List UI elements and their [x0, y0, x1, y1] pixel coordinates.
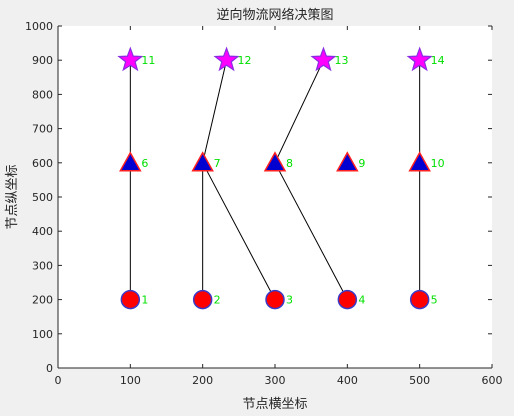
node-9-marker: [336, 151, 359, 172]
x-tick-label: 0: [55, 374, 62, 387]
y-tick-label: 200: [32, 294, 53, 307]
link-8-13: [274, 59, 324, 164]
node-12-label: 12: [238, 54, 252, 67]
y-tick-label: 800: [32, 88, 53, 101]
y-tick-label: 700: [32, 123, 53, 136]
node-11-label: 11: [141, 54, 155, 67]
node-6-marker: [119, 151, 142, 172]
x-axis-title: 节点横坐标: [242, 397, 307, 412]
chart-title: 逆向物流网络决策图: [216, 7, 333, 23]
node-10-marker: [408, 151, 431, 172]
node-11-marker: [117, 46, 144, 72]
node-13-label: 13: [334, 54, 348, 67]
y-ticks: 0 100 200 300 400 500 600 700 800 900 1000: [25, 20, 492, 375]
node-9-label: 9: [358, 157, 365, 170]
x-tick-label: 600: [482, 374, 503, 387]
x-tick-label: 100: [120, 374, 141, 387]
node-6-label: 6: [141, 157, 148, 170]
y-axis-title: 节点纵坐标: [5, 164, 20, 229]
y-tick-label: 400: [32, 225, 53, 238]
node-4-label: 4: [358, 294, 365, 307]
x-tick-label: 200: [192, 374, 213, 387]
x-tick-label: 500: [409, 374, 430, 387]
node-4-marker: [337, 289, 358, 310]
plot-area: [58, 26, 492, 368]
y-tick-label: 600: [32, 157, 53, 170]
node-7-label: 7: [214, 157, 221, 170]
node-5-marker: [409, 289, 430, 310]
node-8-label: 8: [286, 157, 293, 170]
link-7-12: [202, 60, 228, 163]
y-tick-label: 300: [32, 259, 53, 272]
node-1-label: 1: [141, 294, 148, 307]
link-3-7: [202, 162, 276, 300]
node-8-marker: [263, 151, 287, 172]
node-14-label: 14: [431, 54, 445, 67]
x-tick-label: 400: [337, 374, 358, 387]
node-12-marker: [213, 46, 240, 72]
y-tick-label: 1000: [25, 20, 53, 33]
x-ticks: 0 100 200 300 400 500 600: [55, 26, 503, 387]
node-14-marker: [406, 46, 433, 72]
node-2-marker: [192, 289, 213, 310]
node-13-marker: [310, 46, 337, 72]
node-2-label: 2: [214, 294, 221, 307]
node-10-label: 10: [431, 157, 445, 170]
y-tick-label: 0: [46, 362, 53, 375]
nodes-layer: [117, 46, 433, 310]
node-5-label: 5: [431, 294, 438, 307]
y-tick-label: 100: [32, 328, 53, 341]
node-3-marker: [265, 289, 285, 310]
y-tick-label: 500: [32, 191, 53, 204]
node-3-label: 3: [286, 294, 293, 307]
link-4-8: [274, 162, 348, 300]
node-7-marker: [191, 151, 214, 172]
x-tick-label: 300: [265, 374, 286, 387]
y-tick-label: 900: [32, 54, 53, 67]
node-1-marker: [120, 289, 141, 310]
links-layer: [129, 59, 421, 300]
